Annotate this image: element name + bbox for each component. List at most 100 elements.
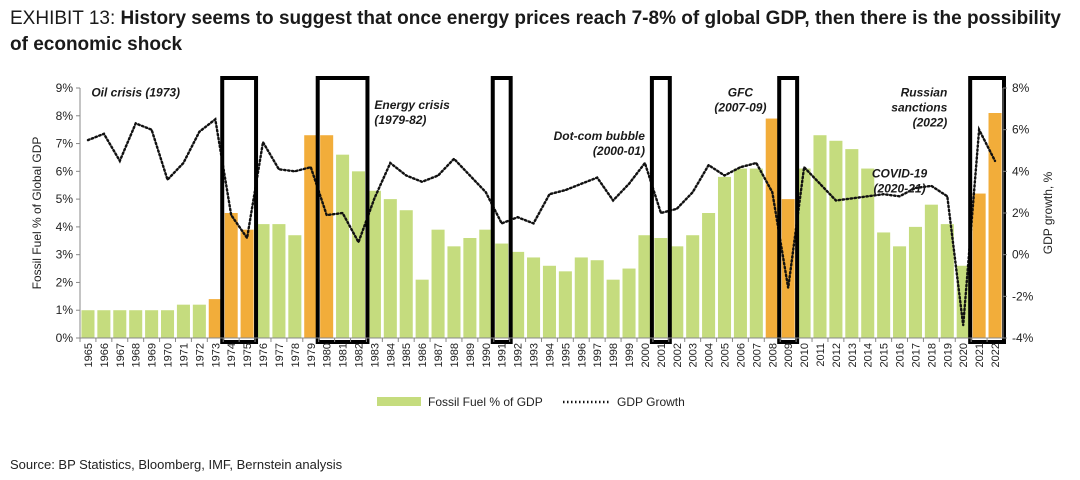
gdp-point-2002 (675, 208, 678, 210)
annotation-label: GFC (728, 85, 754, 99)
bar-2004 (702, 213, 716, 338)
bar-1984 (383, 199, 397, 338)
bar-1969 (145, 310, 159, 338)
gdp-point-1968 (134, 122, 137, 125)
gdp-point-2012 (835, 199, 837, 202)
gdp-point-2017 (914, 187, 917, 189)
bar-2011 (813, 135, 827, 338)
right-axis-title: GDP growth, % (1041, 171, 1055, 254)
x-tick-label-1995: 1995 (560, 343, 572, 367)
x-tick-label-1992: 1992 (513, 343, 525, 367)
right-tick-label: 2% (1012, 206, 1030, 220)
x-tick-label-2004: 2004 (704, 343, 716, 367)
bar-2009 (781, 199, 795, 338)
x-tick-label-2001: 2001 (656, 343, 668, 367)
bar-1990 (479, 229, 493, 338)
gdp-point-2006 (739, 166, 742, 168)
left-tick-label: 2% (56, 275, 74, 289)
x-tick-label-2006: 2006 (735, 343, 747, 367)
x-tick-label-1983: 1983 (369, 343, 381, 367)
x-tick-label-1977: 1977 (274, 343, 286, 367)
chart-title: EXHIBIT 13: History seems to suggest tha… (10, 6, 1070, 58)
x-tick-label-2019: 2019 (942, 343, 954, 367)
bar-1993 (527, 257, 541, 338)
bar-2006 (733, 168, 747, 338)
x-tick-label-1978: 1978 (290, 343, 302, 367)
gdp-point-2014 (866, 195, 869, 198)
bar-2016 (893, 246, 907, 338)
x-tick-label-2000: 2000 (640, 343, 652, 367)
gdp-point-1979 (309, 166, 312, 168)
gdp-point-2022 (994, 160, 996, 162)
bar-2005 (717, 176, 732, 338)
bar-1970 (161, 310, 175, 338)
highlight-box-1980-1982 (315, 76, 370, 344)
gdp-point-1973 (214, 118, 217, 121)
bar-2018 (924, 204, 938, 338)
x-tick-label-1997: 1997 (592, 343, 604, 367)
bar-1987 (431, 229, 445, 338)
gdp-point-1985 (405, 174, 408, 177)
x-tick-label-1981: 1981 (338, 343, 350, 367)
annotation-label: Russian (901, 85, 948, 99)
gdp-point-1980 (325, 214, 328, 216)
gdp-point-2011 (819, 183, 821, 185)
x-tick-label-1970: 1970 (163, 343, 175, 367)
gdp-point-2016 (898, 195, 901, 198)
annotation-label: Oil crisis (1973) (91, 85, 180, 99)
bar-1980 (320, 135, 334, 338)
gdp-point-2007 (755, 162, 758, 164)
annotation-label: sanctions (891, 100, 947, 114)
bar-2012 (829, 140, 843, 338)
bar-2010 (797, 168, 811, 338)
left-tick-label: 3% (56, 248, 74, 262)
left-tick-label: 9% (56, 81, 74, 95)
bar-1991 (495, 243, 509, 338)
gdp-point-1984 (389, 162, 392, 164)
x-tick-label-1996: 1996 (576, 343, 588, 367)
bar-1986 (415, 279, 429, 338)
annotation-label: (1979-82) (374, 113, 426, 127)
gdp-point-1965 (87, 139, 89, 141)
gdp-point-2018 (930, 185, 933, 187)
chart-svg: 0% 1% 2% 3% 4% 5% 6% 7% 8% 9% -4% -2% 0% 2% 4% 6% 8% Foss… (30, 76, 1055, 409)
left-tick-label: 8% (56, 109, 74, 123)
bar-1965 (81, 310, 95, 338)
x-tick-label-1967: 1967 (115, 343, 127, 367)
x-tick-label-2014: 2014 (863, 343, 875, 367)
title-text: History seems to suggest that once energ… (10, 8, 1061, 55)
x-tick-label-2003: 2003 (688, 343, 700, 367)
bar-1992 (511, 251, 525, 338)
gdp-point-2005 (723, 174, 726, 177)
gdp-point-2001 (660, 212, 662, 214)
x-tick-label-1987: 1987 (433, 343, 445, 367)
bar-1981 (336, 154, 350, 338)
x-tick-label-1984: 1984 (385, 343, 397, 367)
bar-1974 (224, 213, 238, 338)
gdp-point-1969 (150, 128, 153, 131)
legend-line-label: GDP Growth (617, 395, 685, 409)
highlight-box-2009-2009 (777, 76, 800, 344)
gdp-point-1994 (548, 193, 551, 196)
bar-1983 (367, 190, 381, 338)
x-tick-label-1980: 1980 (322, 343, 334, 367)
gdp-point-2015 (882, 193, 885, 196)
x-tick-label-2007: 2007 (751, 343, 763, 367)
annotation-label: (2000-01) (593, 144, 645, 158)
x-tick-label-1968: 1968 (131, 343, 143, 367)
x-tick-label-2002: 2002 (672, 343, 684, 367)
x-tick-label-1972: 1972 (194, 343, 206, 367)
bar-1968 (129, 310, 143, 338)
gdp-point-2004 (707, 164, 710, 166)
x-tick-label-2022: 2022 (990, 343, 1002, 367)
legend-layer: Fossil Fuel % of GDP GDP Growth (377, 395, 685, 409)
bar-2015 (877, 232, 891, 338)
gdp-point-1990 (485, 191, 487, 193)
x-tick-label-1985: 1985 (401, 343, 413, 367)
bar-2013 (845, 149, 859, 338)
gdp-point-1978 (294, 170, 296, 173)
gdp-point-1974 (230, 214, 232, 216)
bar-1988 (447, 246, 461, 338)
legend-bar-swatch (377, 397, 421, 406)
x-tick-label-2010: 2010 (799, 343, 811, 367)
